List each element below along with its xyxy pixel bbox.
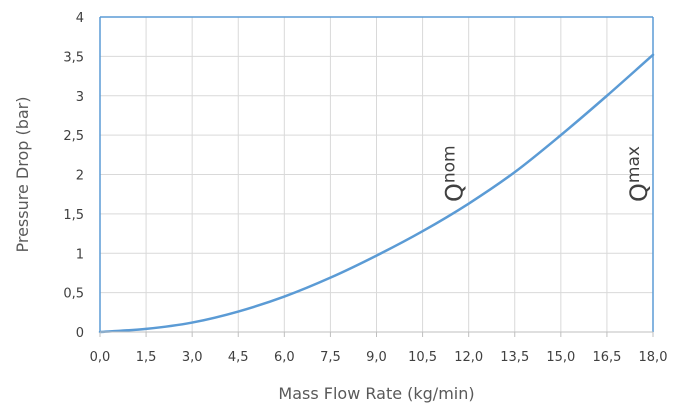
- x-tick-label: 7,5: [320, 350, 341, 365]
- series-layer: [98, 53, 655, 334]
- x-tick-label: 6,0: [274, 350, 295, 365]
- series-line-0: [98, 53, 655, 334]
- axes-layer: 0,0 1,5 3,0 4,5 6,0 7,5 9,0 10,5 12,0 13,5 15,0 16,…: [63, 11, 667, 365]
- x-tick-label: 12,0: [454, 350, 483, 365]
- annotation-q-nom: Qnom: [440, 145, 469, 202]
- y-tick-label: 3: [76, 90, 84, 105]
- y-tick-label: 3,5: [63, 50, 84, 65]
- annotation-q-max: Qmax: [624, 146, 653, 202]
- x-tick-label: 4,5: [228, 350, 249, 365]
- x-tick-label: 16,5: [592, 350, 621, 365]
- y-axis-title: Pressure Drop (bar): [13, 96, 32, 252]
- annotation-subscript: nom: [440, 145, 460, 183]
- annotation-subscript: max: [624, 146, 644, 183]
- x-axis-title: Mass Flow Rate (kg/min): [278, 384, 474, 403]
- y-tick-label: 1: [76, 247, 84, 262]
- x-tick-label: 0,0: [90, 350, 111, 365]
- x-tick-label: 3,0: [182, 350, 203, 365]
- y-tick-label: 4: [76, 11, 84, 26]
- annotation-main: Q: [625, 183, 653, 202]
- annotation-main: Q: [441, 183, 469, 202]
- y-tick-label: 0: [76, 326, 84, 341]
- y-tick-label: 2,5: [63, 129, 84, 144]
- y-tick-label: 2: [76, 169, 84, 184]
- x-tick-label: 18,0: [639, 350, 668, 365]
- y-tick-label: 0,5: [63, 287, 84, 302]
- x-tick-label: 9,0: [366, 350, 387, 365]
- plot-frame: [99, 16, 654, 332]
- y-tick-label: 1,5: [63, 208, 84, 223]
- x-tick-label: 10,5: [408, 350, 437, 365]
- x-tick-label: 1,5: [136, 350, 157, 365]
- grid-lines: [99, 16, 654, 333]
- x-tick-label: 15,0: [546, 350, 575, 365]
- x-tick-label: 13,5: [500, 350, 529, 365]
